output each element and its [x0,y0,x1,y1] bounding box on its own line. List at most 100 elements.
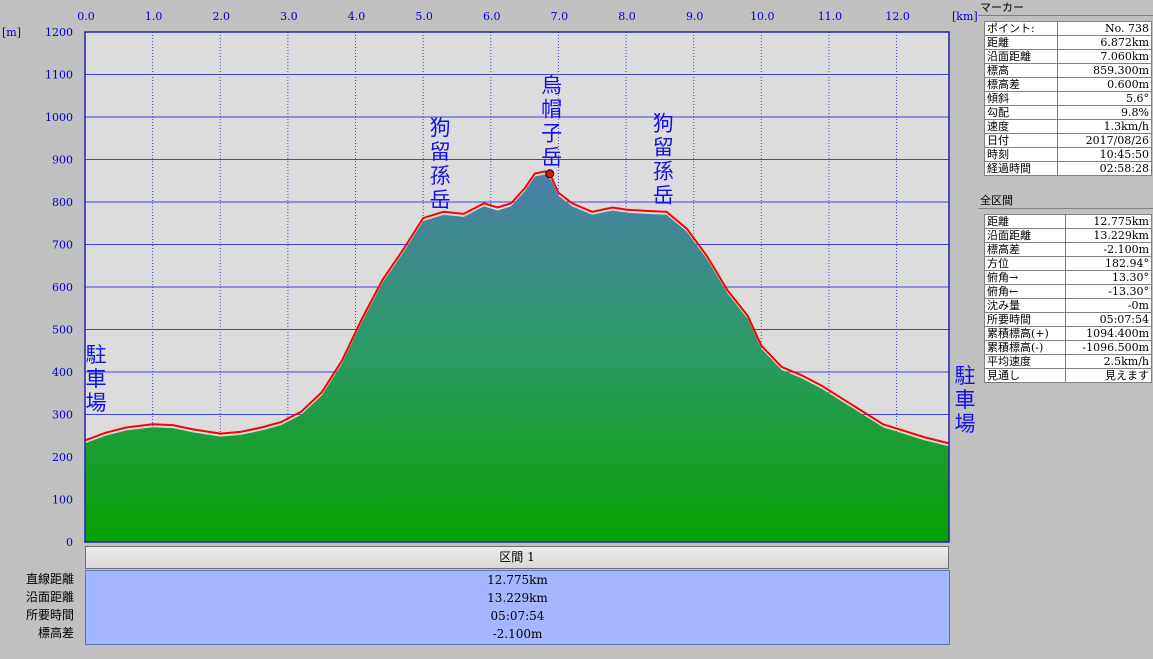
info-value: 2.5km/h [1064,354,1153,369]
x-tick-label: 12.0 [885,10,910,23]
x-tick-label: 7.0 [551,10,569,23]
x-tick-label: 11.0 [818,10,843,23]
summary-value: 13.229km [487,591,548,605]
marker-info-row: 傾斜 5.6° [984,91,1153,106]
info-value: 13.30° [1064,270,1153,285]
section-info-row: 標高差 -2.100m [984,242,1153,257]
section-info-row: 所要時間 05:07:54 [984,312,1153,327]
section-info-table: 距離 12.775km 沿面距離 13.229km 標高差 -2.100m 方位 182.94… [984,214,1153,383]
info-value: 9.8% [1056,105,1153,120]
summary-label: 標高差 [37,626,74,640]
y-tick-label: 300 [52,409,73,422]
info-label: 累積標高(-) [984,340,1066,355]
info-value: 6.872km [1056,35,1153,50]
x-tick-label: 3.0 [280,10,298,23]
plot-frame [84,31,950,543]
marker-info-row: 速度 1.3km/h [984,119,1153,134]
x-tick-label: 0.0 [77,10,95,23]
section-section-header: 全区間 [978,193,1153,209]
elevation-area [85,174,949,542]
position-marker[interactable] [545,169,555,179]
section-info-row: 累積標高(+) 1094.400m [984,326,1153,341]
y-tick-label: 800 [52,196,73,209]
info-value: 05:07:54 [1064,312,1153,327]
x-tick-label: 5.0 [415,10,433,23]
marker-info-row: 時刻 10:45:50 [984,147,1153,162]
section-info-row: 沈み量 -0m [984,298,1153,313]
section-info-row: 累積標高(-) -1096.500m [984,340,1153,355]
info-label: 所要時間 [984,312,1066,327]
info-value: 1094.400m [1064,326,1153,341]
marker-info-row: 経過時間 02:58:28 [984,161,1153,176]
section-info-row: 平均速度 2.5km/h [984,354,1153,369]
info-label: 沈み量 [984,298,1066,313]
marker-info-row: 距離 6.872km [984,35,1153,50]
info-label: 標高差 [984,242,1066,257]
info-label: 速度 [984,119,1058,134]
info-value: 7.060km [1056,49,1153,64]
info-label: 傾斜 [984,91,1058,106]
x-tick-label: 4.0 [348,10,366,23]
section-info-row: 方位 182.94° [984,256,1153,271]
segment-header[interactable]: 区間 1 [85,546,949,569]
x-tick-label: 10.0 [750,10,775,23]
info-label: 俯角→ [984,270,1066,285]
y-tick-label: 700 [52,239,73,252]
info-value: -13.30° [1064,284,1153,299]
y-tick-label: 1200 [45,26,73,39]
info-value: 10:45:50 [1056,147,1153,162]
info-label: 累積標高(+) [984,326,1066,341]
x-unit-label: [km] [952,10,978,23]
info-label: 距離 [984,214,1066,229]
summary-labels: 直線距離 沿面距離 所要時間 標高差 [0,570,80,642]
marker-info-row: 勾配 9.8% [984,105,1153,120]
marker-section-header: マーカー [978,0,1153,16]
info-label: 方位 [984,256,1066,271]
info-label: 平均速度 [984,354,1066,369]
info-label: 日付 [984,133,1058,148]
info-value: 5.6° [1056,91,1153,106]
info-value: -1096.500m [1064,340,1153,355]
marker-info-row: 標高 859.300m [984,63,1153,78]
info-value: 182.94° [1064,256,1153,271]
section-info-row: 距離 12.775km [984,214,1153,229]
peak-label: 烏帽子岳 [541,73,562,169]
section-info-row: 見通し 見えます [984,368,1153,383]
info-value: 見えます [1064,368,1153,383]
info-value: No. 738 [1056,21,1153,36]
marker-info-row: ポイント: No. 738 [984,21,1153,36]
info-value: 0.600m [1056,77,1153,92]
y-tick-label: 600 [52,281,73,294]
marker-info-row: 日付 2017/08/26 [984,133,1153,148]
info-label: 時刻 [984,147,1058,162]
route-line [84,170,950,445]
info-label: ポイント: [984,21,1058,36]
info-label: 沿面距離 [984,49,1058,64]
info-label: 経過時間 [984,161,1058,176]
info-value: 13.229km [1064,228,1153,243]
info-label: 標高差 [984,77,1058,92]
x-tick-label: 6.0 [483,10,501,23]
info-side-panel: マーカー ポイント: No. 738 距離 6.872km 沿面距離 7.060km 標高 8… [978,0,1153,659]
y-tick-label: 500 [52,324,73,337]
marker-info-table: ポイント: No. 738 距離 6.872km 沿面距離 7.060km 標高 859.30… [984,21,1153,176]
info-value: 2017/08/26 [1056,133,1153,148]
info-label: 見通し [984,368,1066,383]
summary-value: 05:07:54 [490,609,545,623]
info-value: 859.300m [1056,63,1153,78]
section-info-row: 俯角← -13.30° [984,284,1153,299]
x-tick-label: 2.0 [213,10,231,23]
summary-value: 12.775km [487,573,548,587]
peak-label: 狗留孫岳 [653,112,674,208]
marker-info-row: 標高差 0.600m [984,77,1153,92]
summary-values: 12.775km 13.229km 05:07:54 -2.100m [85,570,950,645]
info-value: 02:58:28 [1056,161,1153,176]
info-label: 沿面距離 [984,228,1066,243]
y-tick-label: 400 [52,366,73,379]
y-tick-label: 100 [52,494,73,507]
summary-label: 直線距離 [25,572,74,586]
y-tick-label: 0 [66,536,73,546]
elevation-profile-chart[interactable]: 0 100 200 300 400 500 600 700 800 900 1000 1100 1200… [0,0,978,546]
section-info-row: 俯角→ 13.30° [984,270,1153,285]
y-tick-label: 1000 [45,111,73,124]
